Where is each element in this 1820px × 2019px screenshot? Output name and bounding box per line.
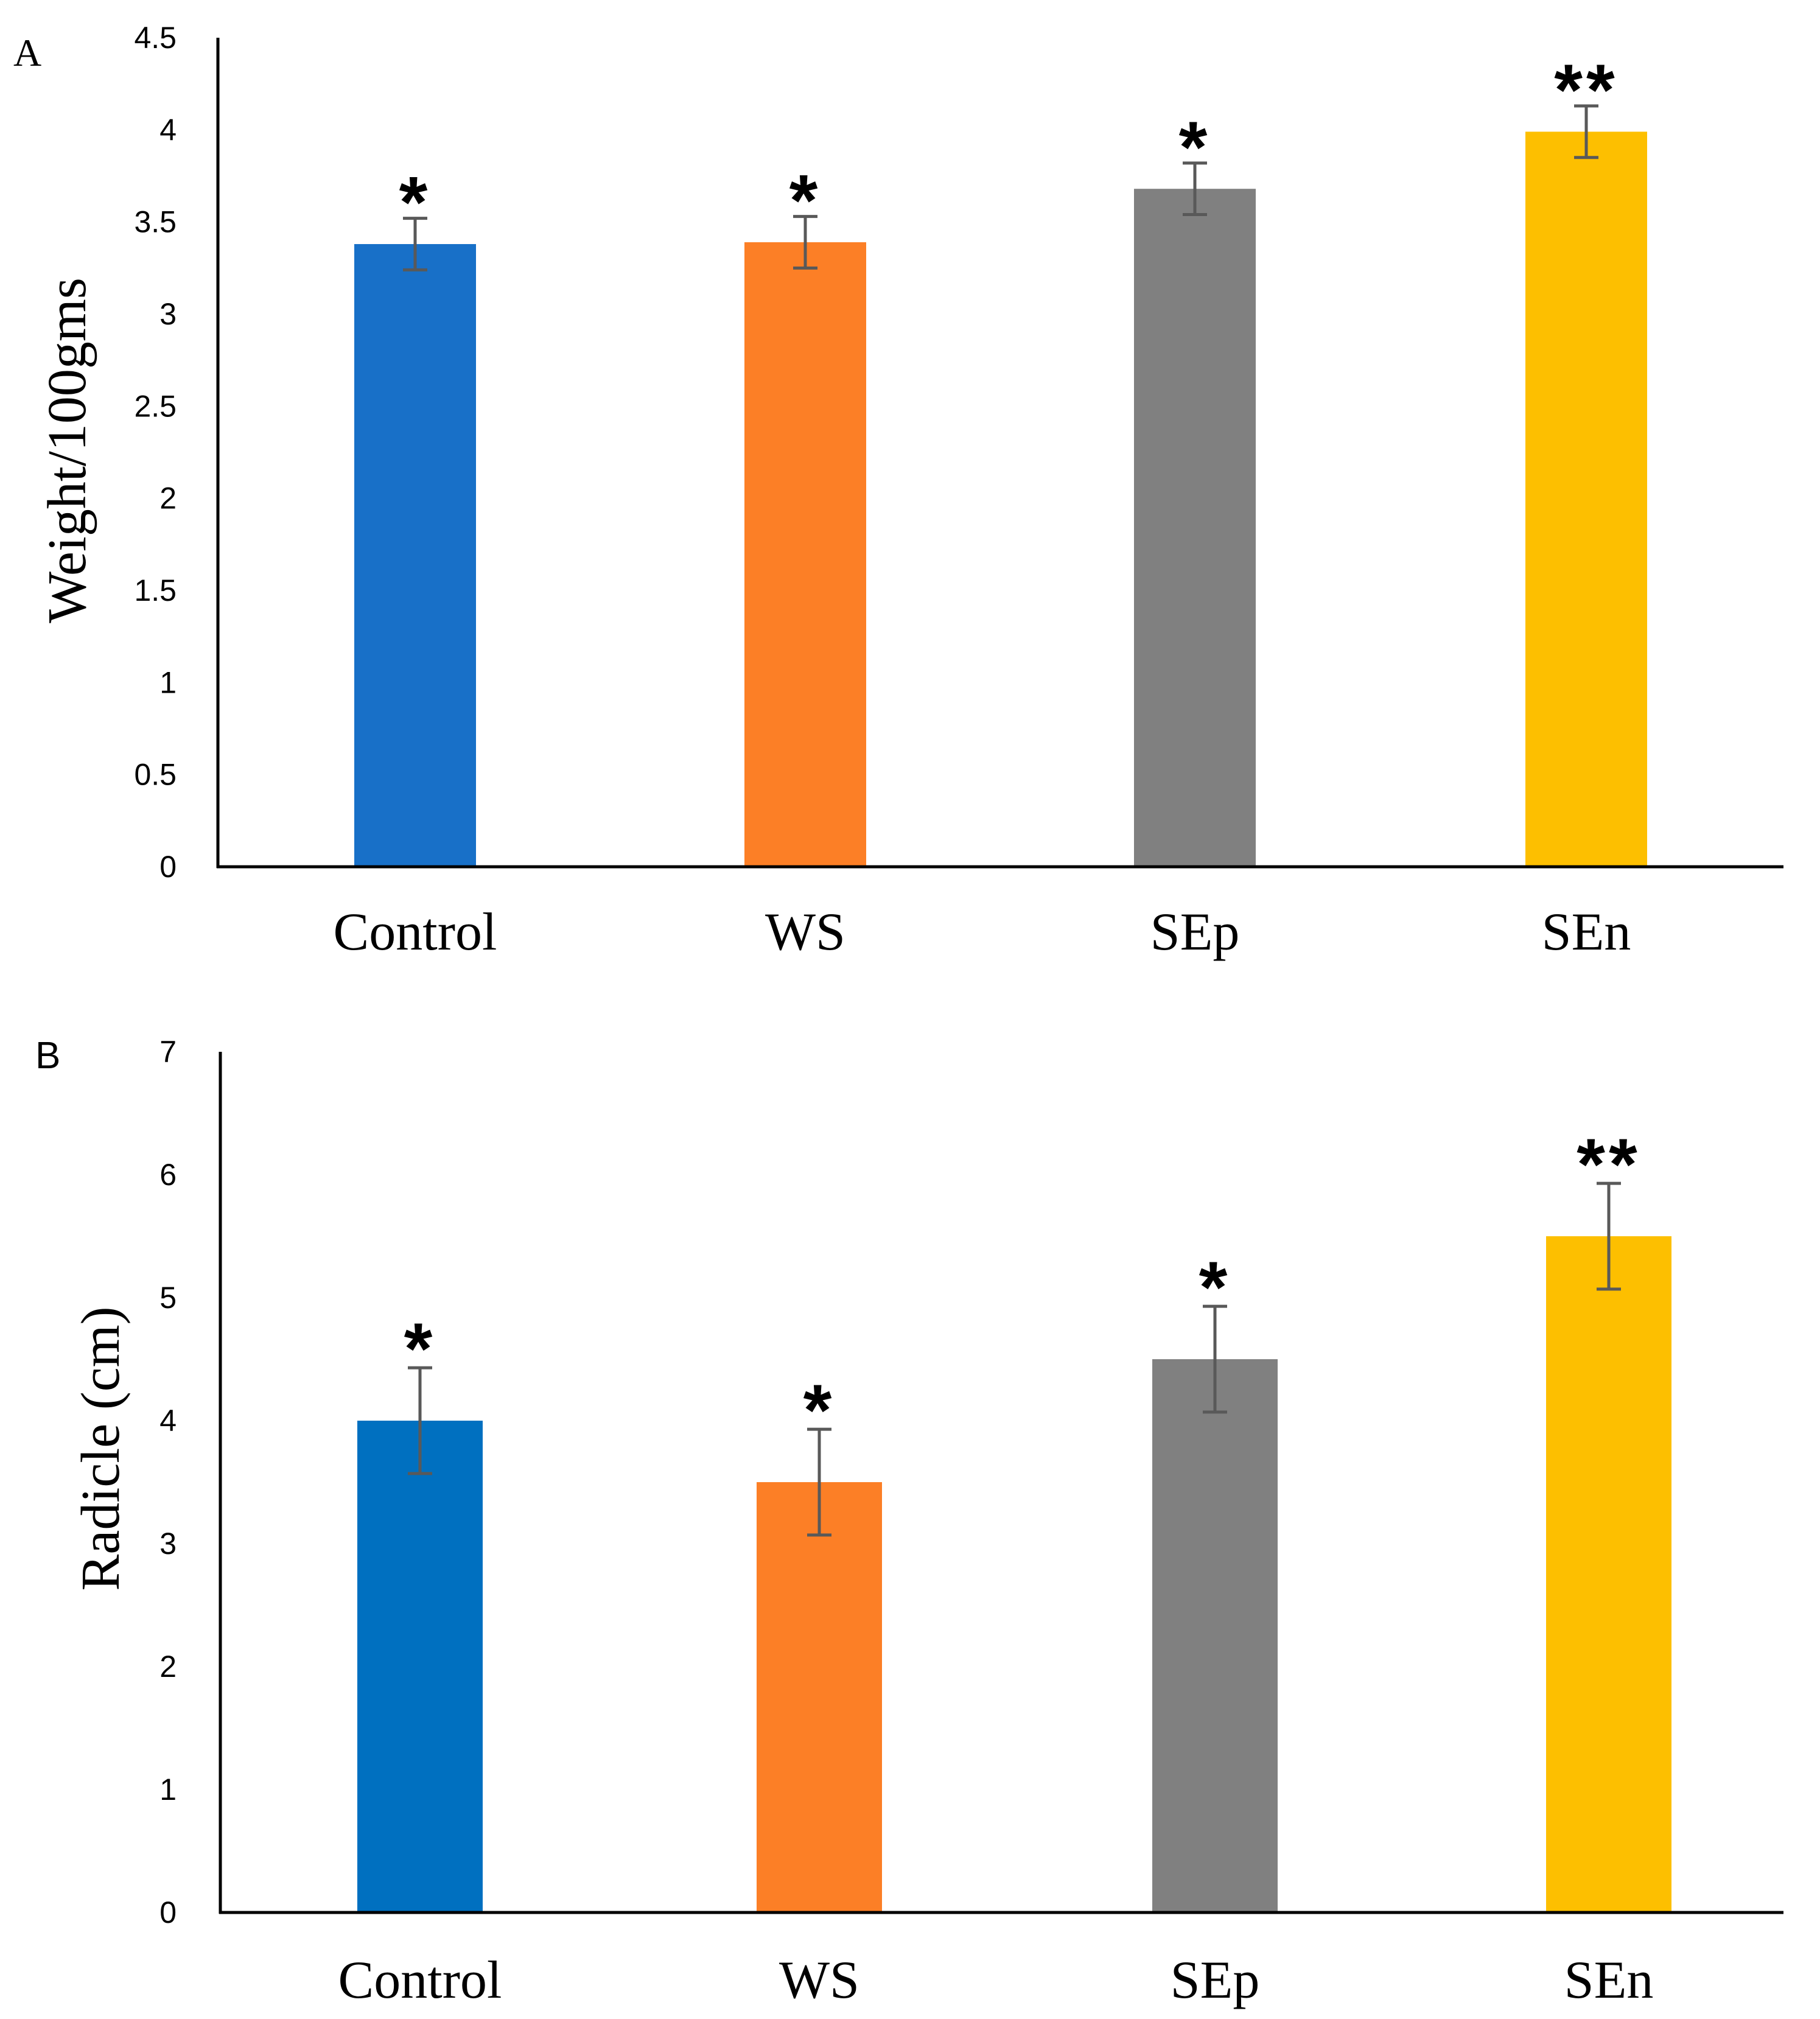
error-bar-sen — [1574, 104, 1598, 159]
chart-panel-a: A Weight/100gms 0 0.5 1 1.5 2 2.5 3 3.5 4 4.5 * Con… — [13, 21, 1783, 962]
significance-label: ** — [1577, 1124, 1640, 1205]
chart-panel-b: B Radicle (cm) 0 1 2 3 4 5 6 7 * Control * WS * SEp **… — [35, 1035, 1783, 2010]
y-tick-label: 1 — [159, 665, 177, 699]
y-tick-label: 6 — [159, 1158, 177, 1192]
y-tick-label: 4 — [159, 1404, 177, 1438]
panel-label-b: B — [35, 1035, 60, 1077]
y-axis-label-a: Weight/100gms — [37, 278, 97, 623]
y-tick-label: 0 — [159, 850, 177, 884]
x-category-label: WS — [765, 903, 845, 962]
bar-ws — [744, 242, 866, 867]
x-category-label: WS — [779, 1951, 859, 2010]
error-bar-sep — [1203, 1304, 1227, 1414]
y-tick-label: 2 — [159, 1650, 177, 1684]
x-category-label: Control — [338, 1951, 502, 2010]
bar-sen — [1525, 131, 1647, 867]
y-axis-label-b: Radicle (cm) — [71, 1306, 131, 1590]
x-category-label: Control — [334, 903, 497, 962]
error-bar-sep — [1183, 161, 1207, 217]
y-tick-label: 3 — [159, 1527, 177, 1561]
bar-sen — [1546, 1236, 1671, 1912]
significance-label: * — [399, 162, 432, 243]
significance-label: * — [1199, 1247, 1231, 1328]
x-category-label: SEp — [1171, 1951, 1260, 2010]
error-bar-ws — [793, 215, 817, 270]
significance-label: * — [789, 160, 822, 242]
bar-sep — [1134, 189, 1256, 867]
bar-control — [354, 243, 476, 867]
error-bar-sen — [1597, 1181, 1621, 1291]
y-tick-label: 2.5 — [134, 389, 177, 423]
x-category-label: SEn — [1564, 1951, 1654, 2010]
y-tick-label: 7 — [159, 1035, 177, 1069]
y-tick-label: 3 — [159, 297, 177, 331]
bar-ws — [757, 1482, 882, 1912]
bar-sep — [1152, 1359, 1278, 1912]
y-tick-label: 0 — [159, 1895, 177, 1930]
significance-label: * — [404, 1308, 436, 1390]
x-category-label: SEp — [1150, 903, 1240, 962]
y-tick-label: 0.5 — [134, 758, 177, 792]
y-tick-label: 5 — [159, 1281, 177, 1315]
significance-label: * — [803, 1370, 836, 1451]
bar-control — [357, 1421, 483, 1912]
y-tick-label: 4.5 — [134, 21, 177, 55]
y-tick-label: 1.5 — [134, 573, 177, 607]
error-bar-ws — [807, 1427, 831, 1537]
y-tick-label: 2 — [159, 481, 177, 516]
error-bar-control — [408, 1366, 432, 1475]
y-tick-label: 4 — [159, 113, 177, 147]
significance-label: ** — [1554, 49, 1618, 131]
significance-label: * — [1179, 107, 1211, 188]
y-tick-label: 3.5 — [134, 205, 177, 239]
panel-label-a: A — [13, 31, 41, 74]
x-category-label: SEn — [1542, 903, 1631, 962]
error-bar-control — [403, 217, 427, 271]
y-tick-label: 1 — [159, 1772, 177, 1807]
